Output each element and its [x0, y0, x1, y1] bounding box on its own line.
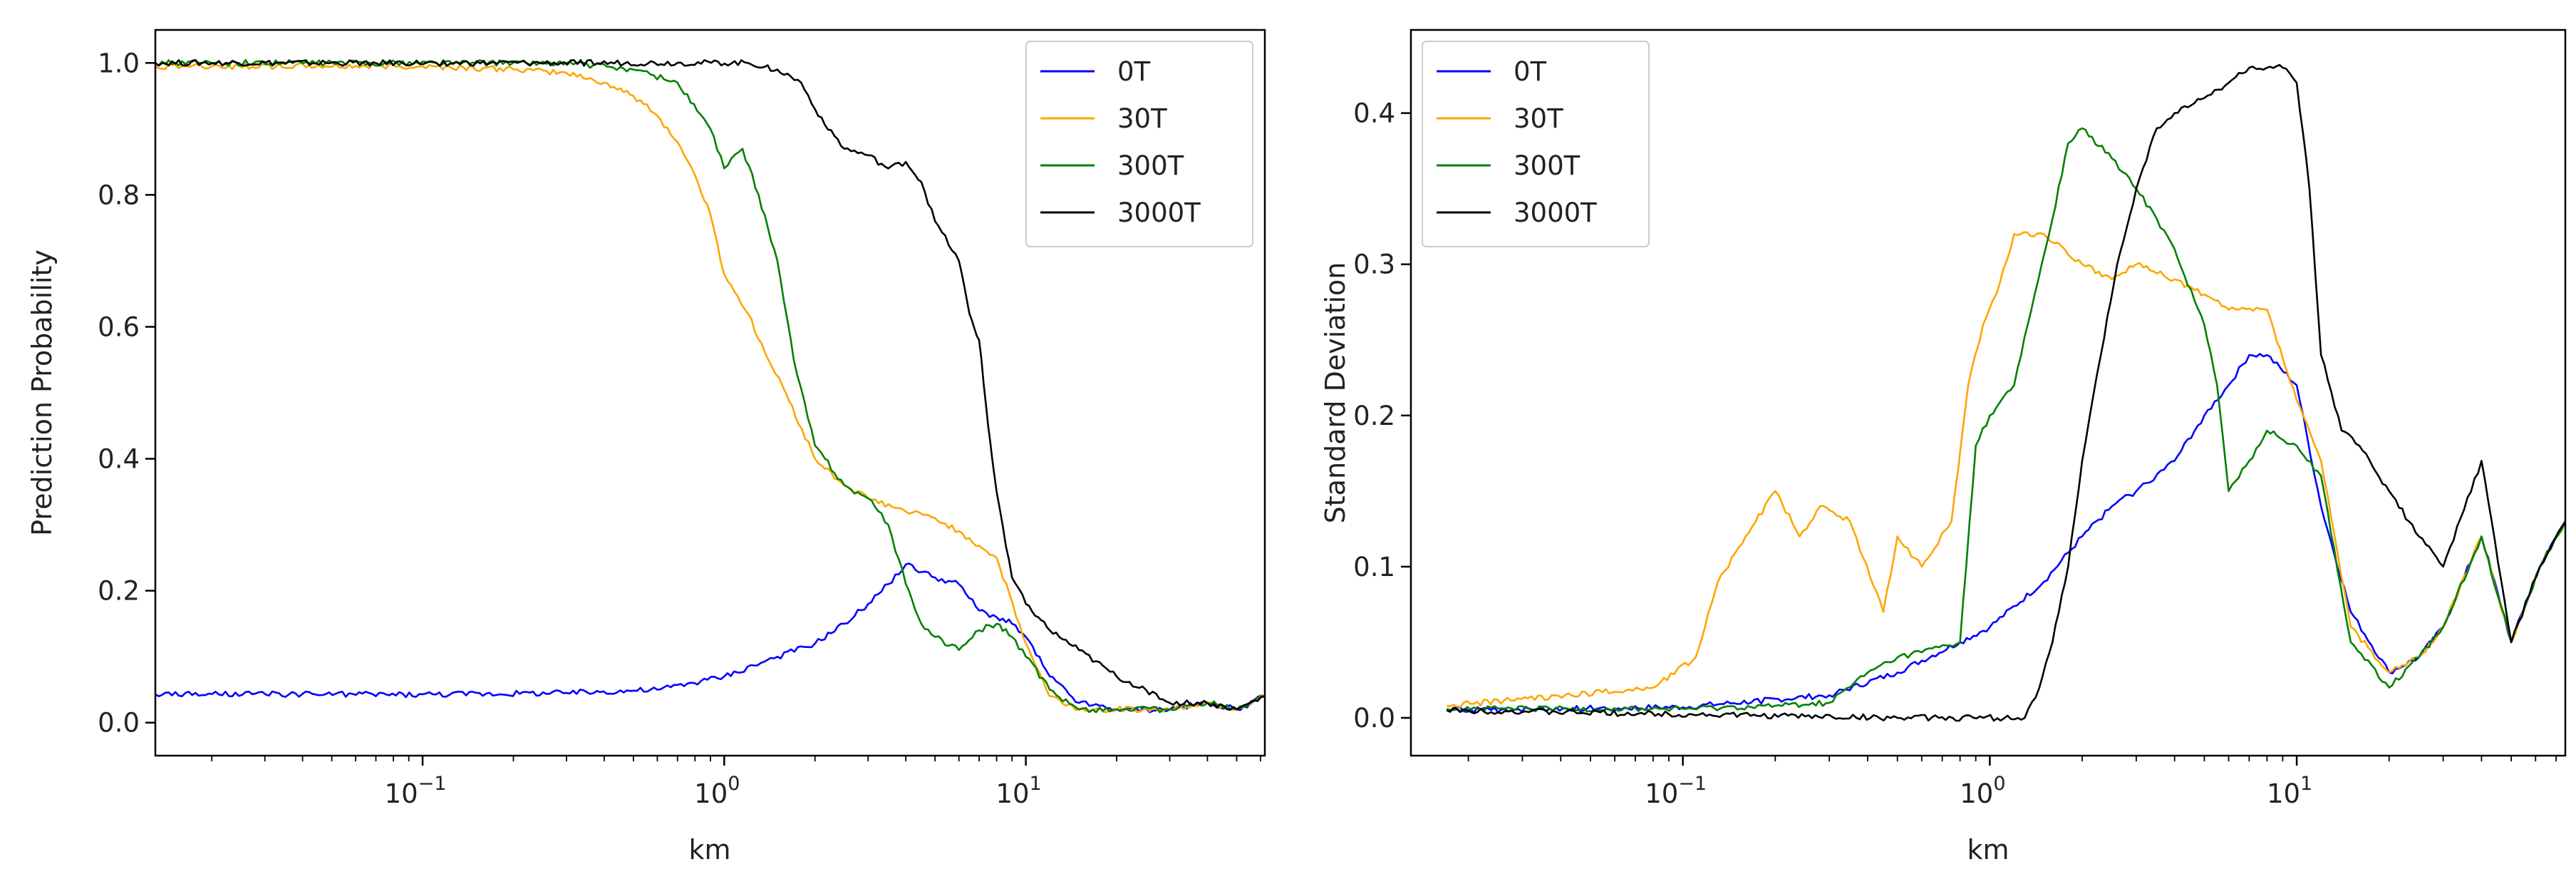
tick-layer-right: 0.00.10.20.30.410−1 100 101	[1353, 98, 2557, 809]
y-tick-label: 0.4	[98, 444, 140, 475]
legend-label: 30T	[1514, 103, 1563, 134]
y-axis-label-right: Standard Deviation	[1320, 262, 1351, 524]
series-line-3000T	[155, 58, 1265, 711]
y-tick-label: 0.6	[98, 312, 140, 342]
x-tick-label: 100	[694, 773, 740, 809]
x-tick-base: 10	[1960, 778, 1993, 809]
x-tick-exponent: −1	[418, 773, 447, 795]
plot-frame-left	[154, 29, 1266, 757]
x-tick-base: 10	[385, 778, 418, 809]
x-tick-exponent: 1	[1030, 773, 1042, 795]
y-axis-label-left: Prediction Probability	[26, 250, 58, 536]
chart-standard-deviation: 0.00.10.20.30.410−1 100 101 km Standard De…	[1320, 29, 2567, 865]
plot-frame-right	[1409, 29, 2567, 757]
y-tick-label: 0.2	[98, 576, 140, 607]
y-tick-label: 0.0	[98, 708, 140, 739]
y-tick-label: 0.1	[1353, 552, 1395, 582]
x-axis-label-right: km	[1967, 834, 2009, 865]
series-layer-left	[155, 58, 1265, 714]
series-layer-right	[1446, 63, 2565, 722]
series-line-0T	[1446, 353, 2565, 714]
series-line-300T	[155, 58, 1265, 714]
legend-label: 3000T	[1514, 197, 1597, 228]
legend-box	[1422, 41, 1650, 247]
y-tick-label: 0.2	[1353, 401, 1395, 431]
y-tick-label: 0.0	[1353, 703, 1395, 734]
x-tick-base: 10	[694, 778, 728, 809]
x-tick-exponent: 0	[1993, 773, 2005, 795]
legend-label: 0T	[1514, 56, 1547, 87]
series-line-30T	[1446, 231, 2565, 709]
legend-box	[1025, 41, 1253, 247]
x-tick-label: 100	[1960, 773, 2005, 809]
x-tick-base: 10	[1645, 778, 1678, 809]
legend-label: 300T	[1514, 150, 1581, 181]
legend-left: 0T 30T 300T 3000T	[1025, 41, 1253, 247]
y-tick-label: 1.0	[98, 48, 140, 78]
legend-label: 3000T	[1117, 197, 1201, 228]
legend-right: 0T 30T 300T 3000T	[1422, 41, 1650, 247]
y-tick-label: 0.8	[98, 180, 140, 210]
x-tick-label: 101	[995, 773, 1041, 809]
legend-label: 300T	[1117, 150, 1184, 181]
x-tick-label: 10−1	[1645, 773, 1707, 809]
y-tick-label: 0.3	[1353, 250, 1395, 280]
tick-layer-left: 0.00.20.40.60.81.010−1 100 101	[98, 48, 1261, 809]
x-tick-base: 10	[995, 778, 1029, 809]
chart-prediction-probability: 0.00.20.40.60.81.010−1 100 101 km Predicti…	[26, 29, 1266, 865]
series-line-300T	[1446, 127, 2565, 713]
x-tick-exponent: 1	[2300, 773, 2312, 795]
y-tick-label: 0.4	[1353, 98, 1395, 129]
x-tick-exponent: 0	[728, 773, 740, 795]
x-tick-exponent: −1	[1678, 773, 1707, 795]
legend-label: 30T	[1117, 103, 1167, 134]
series-line-3000T	[1446, 63, 2565, 722]
x-tick-base: 10	[2267, 778, 2300, 809]
x-axis-label-left: km	[688, 834, 730, 865]
x-tick-label: 10−1	[385, 773, 447, 809]
legend-label: 0T	[1117, 56, 1151, 87]
x-tick-label: 101	[2267, 773, 2312, 809]
series-line-0T	[155, 562, 1265, 714]
